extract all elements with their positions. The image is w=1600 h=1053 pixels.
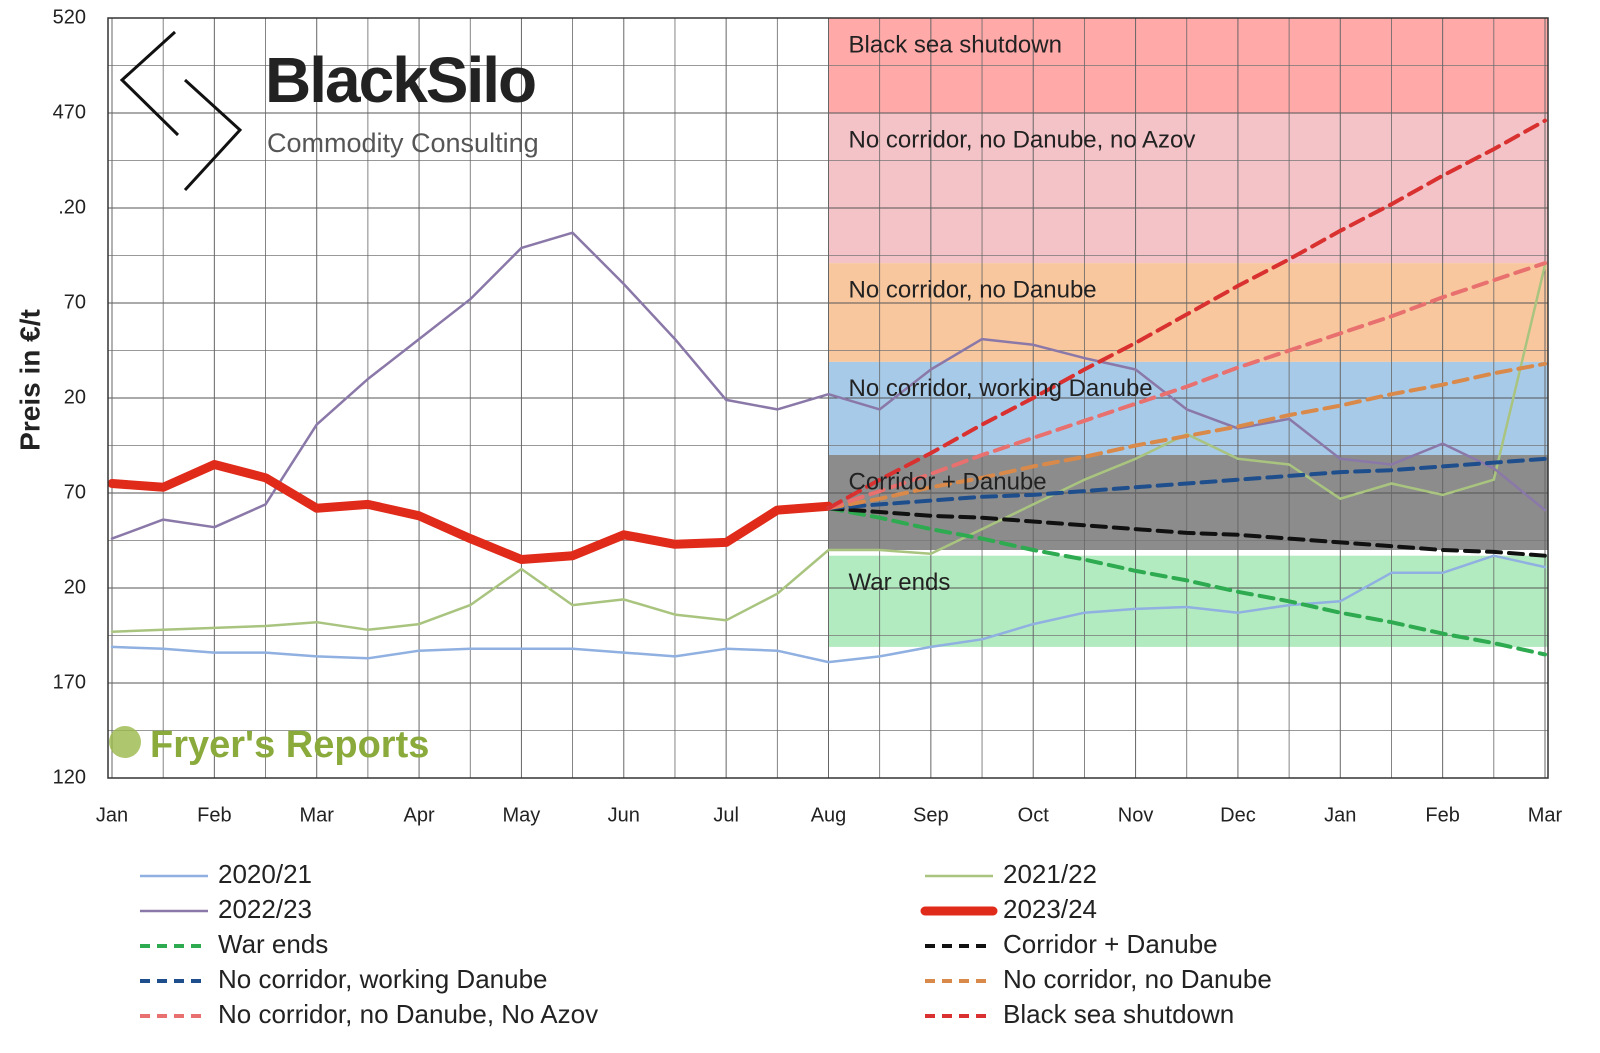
logo-chevron: [119, 30, 180, 137]
series-line: [826, 456, 1547, 511]
legend-label: 2023/24: [1003, 894, 1097, 924]
x-tick-label: Jan: [1324, 804, 1356, 826]
legend-label: Black sea shutdown: [1003, 999, 1234, 1029]
band-label: Corridor + Danube: [849, 468, 1047, 495]
x-tick-label: Dec: [1220, 804, 1256, 826]
series-line: [826, 506, 1547, 657]
x-tick-label: Mar: [299, 804, 334, 826]
line-layer: [107, 118, 1547, 664]
y-tick-label: 470: [53, 101, 86, 123]
x-tick-label: Jan: [96, 804, 128, 826]
band: [828, 113, 1548, 264]
y-tick-label: 170: [53, 671, 86, 693]
series-line: [110, 231, 1547, 540]
series-line: [110, 263, 1547, 633]
series-line: [826, 118, 1547, 511]
legend-label: No corridor, no Danube: [1003, 964, 1272, 994]
y-tick-label: 120: [53, 766, 86, 788]
y-axis-label: Preis in €/t: [14, 309, 45, 451]
legend-label: Corridor + Danube: [1003, 929, 1218, 959]
x-tick-label: Nov: [1118, 804, 1154, 826]
band-label: Black sea shutdown: [849, 31, 1062, 58]
legend-label: No corridor, working Danube: [218, 964, 548, 994]
y-tick-label: 70: [64, 481, 86, 503]
y-tick-label: 20: [64, 386, 86, 408]
x-tick-label: Mar: [1528, 804, 1563, 826]
series-line: [826, 506, 1547, 558]
y-tick-label: .20: [58, 196, 86, 218]
band-layer: [828, 18, 1548, 647]
band-label: No corridor, no Danube: [849, 276, 1097, 303]
watermark-icon: [109, 726, 141, 758]
band-label: No corridor, working Danube: [849, 375, 1153, 402]
band-label: No corridor, no Danube, no Azov: [849, 126, 1196, 153]
x-tick-label: Feb: [197, 804, 231, 826]
band-label: War ends: [849, 569, 951, 596]
logo: BlackSilo Commodity Consulting: [119, 30, 539, 192]
watermark-text: Fryer's Reports: [150, 724, 429, 766]
x-tick-label: Sep: [913, 804, 949, 826]
legend-label: War ends: [218, 929, 328, 959]
logo-subtitle: Commodity Consulting: [267, 128, 539, 158]
series-line: [826, 361, 1547, 511]
label-layer: Black sea shutdown No corridor, no Danube…: [849, 31, 1196, 596]
series-line: [107, 460, 833, 564]
y-tick-label: 70: [64, 291, 86, 313]
legend: 2020/21 2021/22 2022/23 2023/24 War ends Corr…: [140, 859, 1272, 1029]
watermark: Fryer's Reports: [109, 724, 429, 766]
x-tick-label: May: [503, 804, 541, 826]
x-tick-label: Oct: [1018, 804, 1050, 826]
logo-chevron: [183, 78, 243, 192]
legend-label: No corridor, no Danube, No Azov: [218, 999, 598, 1029]
x-tick-label: Aug: [811, 804, 847, 826]
y-tick-label: 20: [64, 576, 86, 598]
x-tick-label: Feb: [1425, 804, 1459, 826]
x-tick-label: Jun: [608, 804, 640, 826]
y-tick-label: 520: [53, 6, 86, 28]
plot-frame: [107, 17, 1549, 779]
band: [828, 555, 1548, 647]
logo-title: BlackSilo: [265, 44, 535, 116]
band: [828, 361, 1548, 455]
legend-label: 2022/23: [218, 894, 312, 924]
legend-label: 2021/22: [1003, 859, 1097, 889]
legend-label: 2020/21: [218, 859, 312, 889]
series-line: [826, 261, 1547, 511]
x-tick-label: Jul: [713, 804, 739, 826]
x-tick-label: Apr: [404, 804, 435, 826]
